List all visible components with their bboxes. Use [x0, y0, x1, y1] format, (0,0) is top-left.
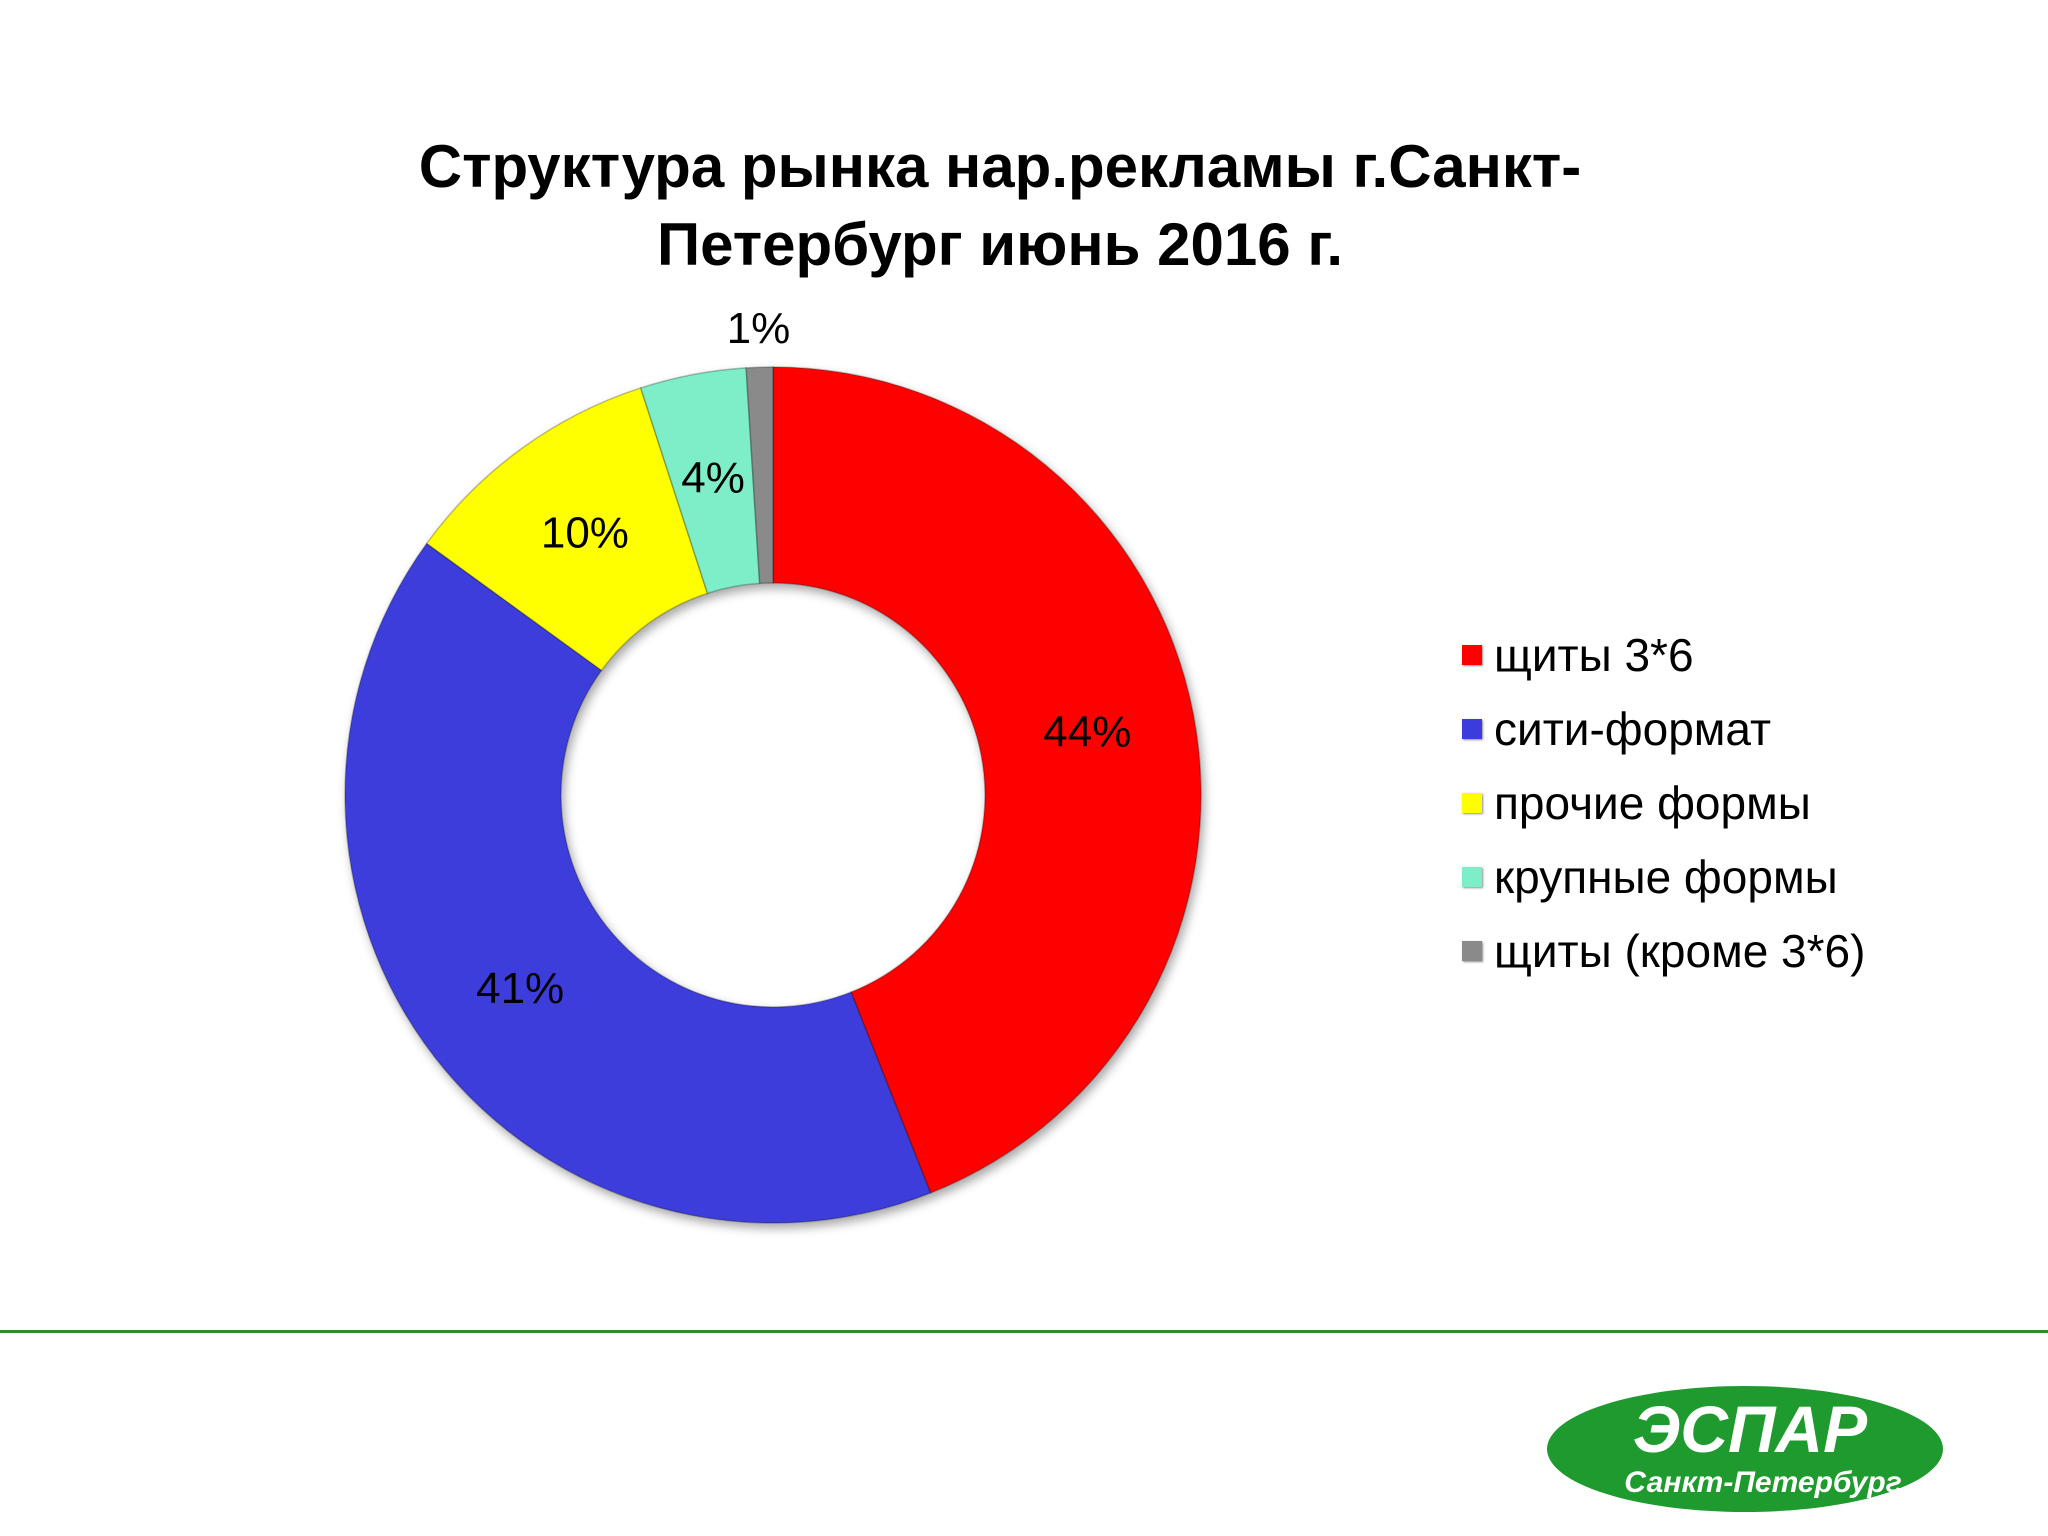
logo-name: ЭСПАР [1633, 1392, 1868, 1466]
legend-swatch-boards-3x6 [1462, 645, 1482, 665]
legend-swatch-other-forms [1462, 793, 1482, 813]
legend-label-boards-3x6: щиты 3*6 [1494, 629, 1694, 681]
chart-legend: щиты 3*6 сити-формат прочие формы крупные ф… [1462, 618, 1865, 988]
legend-label-boards-other: щиты (кроме 3*6) [1494, 925, 1866, 977]
legend-label-large-forms: крупные формы [1494, 851, 1838, 903]
legend-label-other-forms: прочие формы [1494, 777, 1811, 829]
slice-other-forms [425, 387, 709, 672]
legend-swatch-city-format [1462, 719, 1482, 739]
data-label-boards-3x6: 44% [1043, 708, 1131, 757]
legend-item-city-format: сити-формат [1462, 692, 1865, 766]
data-label-boards-other: 1% [727, 304, 791, 353]
chart-title-line-1: Структура рынка нар.рекламы г.Санкт- [418, 133, 1582, 200]
chart-title-line-2: Петербург июнь 2016 г. [657, 211, 1343, 278]
chart-title: Структура рынка нар.рекламы г.Санкт- Пет… [250, 128, 1750, 284]
legend-item-boards-other: щиты (кроме 3*6) [1462, 914, 1865, 988]
logo-subtitle: Санкт-Петербург [1624, 1466, 1902, 1499]
legend-item-large-forms: крупные формы [1462, 840, 1865, 914]
slice-boards-3x6 [772, 366, 1202, 1194]
espar-logo: ЭСПАР Санкт-Петербург [1547, 1386, 1943, 1512]
footer-divider [0, 1330, 2048, 1333]
data-label-large-forms: 4% [681, 453, 745, 502]
slice-boards-other [745, 366, 774, 585]
donut-chart: 44% 41% 10% 4% 1% [344, 304, 1202, 1224]
slice-city-format [344, 542, 932, 1224]
legend-label-city-format: сити-формат [1494, 703, 1772, 755]
legend-item-boards-3x6: щиты 3*6 [1462, 618, 1865, 692]
data-label-other-forms: 10% [541, 509, 629, 558]
legend-swatch-boards-other [1462, 941, 1482, 961]
data-label-city-format: 41% [476, 964, 564, 1013]
legend-swatch-large-forms [1462, 867, 1482, 887]
legend-item-other-forms: прочие формы [1462, 766, 1865, 840]
